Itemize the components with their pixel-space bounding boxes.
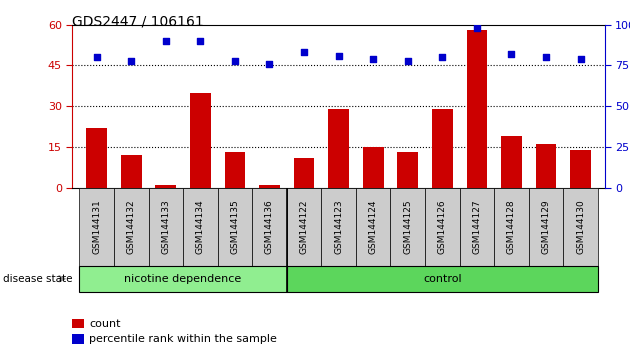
Bar — [72, 334, 84, 344]
Point — [195, 38, 205, 44]
Bar — [287, 266, 598, 292]
Text: GSM144130: GSM144130 — [576, 199, 585, 254]
Text: GSM144125: GSM144125 — [403, 199, 412, 254]
Bar — [121, 155, 142, 188]
Bar — [156, 185, 176, 188]
Point — [403, 58, 413, 63]
Point — [265, 61, 275, 67]
Bar — [425, 188, 460, 266]
Bar — [72, 319, 84, 329]
Bar — [294, 158, 314, 188]
Point — [91, 55, 101, 60]
Text: GSM144128: GSM144128 — [507, 199, 516, 254]
Bar — [217, 188, 252, 266]
Point — [230, 58, 240, 63]
Text: nicotine dependence: nicotine dependence — [125, 274, 242, 284]
Bar — [224, 152, 245, 188]
Point — [368, 56, 378, 62]
Point — [541, 55, 551, 60]
Bar — [149, 188, 183, 266]
Bar — [356, 188, 391, 266]
Point — [437, 55, 447, 60]
Text: GSM144136: GSM144136 — [265, 199, 274, 254]
Text: count: count — [89, 319, 121, 329]
Bar — [114, 188, 149, 266]
Bar — [460, 188, 494, 266]
Bar — [501, 136, 522, 188]
Bar — [391, 188, 425, 266]
Text: disease state: disease state — [3, 274, 72, 284]
Text: GSM144122: GSM144122 — [299, 199, 309, 254]
Text: control: control — [423, 274, 462, 284]
Bar — [190, 93, 210, 188]
Text: percentile rank within the sample: percentile rank within the sample — [89, 334, 277, 344]
Bar — [287, 188, 321, 266]
Text: GSM144127: GSM144127 — [472, 199, 481, 254]
Bar — [259, 185, 280, 188]
Bar — [432, 109, 453, 188]
Bar — [252, 188, 287, 266]
Text: GSM144131: GSM144131 — [92, 199, 101, 254]
Text: GSM144123: GSM144123 — [334, 199, 343, 254]
Point — [472, 25, 482, 31]
Bar — [79, 188, 114, 266]
Text: GSM144134: GSM144134 — [196, 199, 205, 254]
Point — [299, 50, 309, 55]
Point — [576, 56, 586, 62]
Bar — [536, 144, 556, 188]
Point — [126, 58, 136, 63]
Text: GSM144132: GSM144132 — [127, 199, 135, 254]
Text: GSM144129: GSM144129 — [542, 199, 551, 254]
Bar — [494, 188, 529, 266]
Text: GSM144126: GSM144126 — [438, 199, 447, 254]
Bar — [86, 128, 107, 188]
Bar — [563, 188, 598, 266]
Bar — [467, 30, 487, 188]
Point — [334, 53, 344, 58]
Point — [507, 51, 517, 57]
Text: GSM144124: GSM144124 — [369, 199, 378, 254]
Text: GSM144133: GSM144133 — [161, 199, 170, 254]
Text: GDS2447 / 106161: GDS2447 / 106161 — [72, 14, 204, 28]
Bar — [529, 188, 563, 266]
Bar — [398, 152, 418, 188]
Bar — [183, 188, 217, 266]
Point — [161, 38, 171, 44]
Text: GSM144135: GSM144135 — [231, 199, 239, 254]
Bar — [363, 147, 384, 188]
Bar — [328, 109, 349, 188]
Bar — [321, 188, 356, 266]
Bar — [570, 150, 591, 188]
Bar — [79, 266, 287, 292]
